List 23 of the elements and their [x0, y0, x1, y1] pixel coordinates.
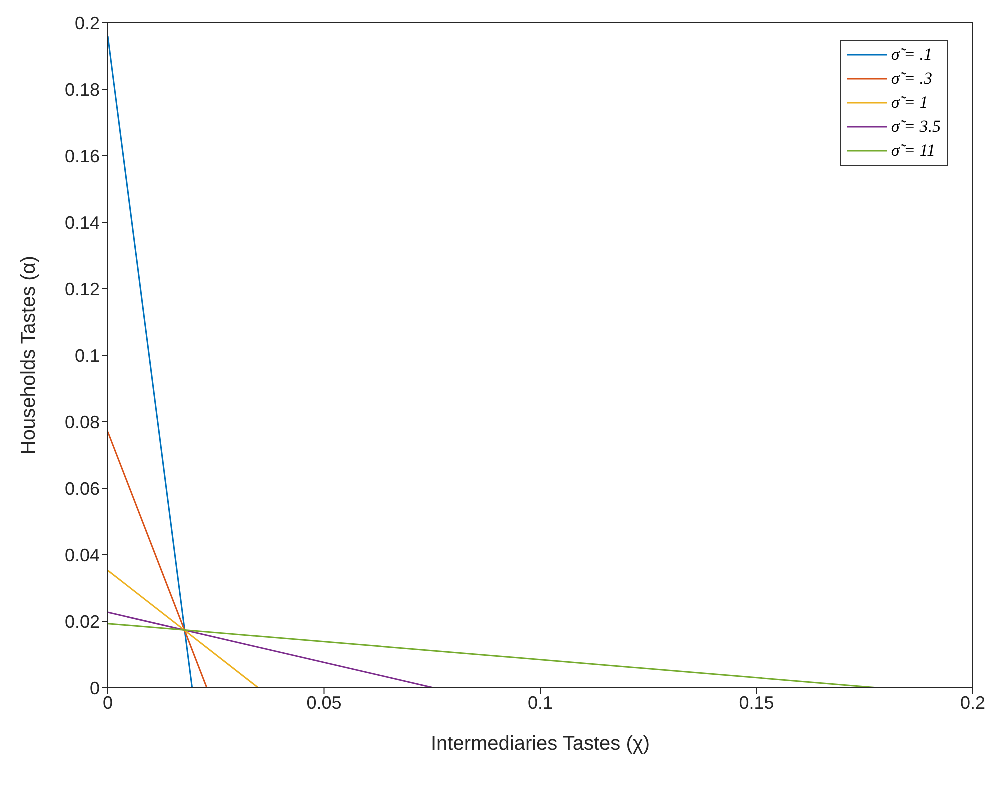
x-tick-label: 0.05	[306, 692, 342, 713]
x-tick-label: 0.2	[960, 692, 986, 713]
y-tick-label: 0.06	[64, 478, 100, 499]
legend-label: σ̃ = 1	[891, 93, 928, 113]
y-tick-label: 0.18	[64, 80, 100, 100]
y-tick-label: 0	[90, 678, 100, 698]
x-tick-label: 0	[102, 692, 114, 713]
legend-label: σ̃ = .3	[891, 69, 932, 89]
x-tick-label: 0.15	[739, 692, 774, 713]
y-tick-label: 0.12	[64, 279, 100, 300]
y-tick-label: 0.2	[74, 13, 100, 34]
y-tick-label: 0.16	[64, 146, 100, 166]
y-tick-label: 0.14	[64, 212, 100, 233]
legend-label: σ̃ = 3.5	[891, 117, 941, 137]
y-axis-title: Households Tastes (α)	[18, 256, 40, 456]
y-tick-label: 0.1	[74, 346, 100, 366]
x-axis-title: Intermediaries Tastes (χ)	[430, 733, 650, 755]
legend-label: σ̃ = 11	[891, 141, 936, 161]
y-tick-label: 0.04	[64, 545, 100, 566]
y-tick-label: 0.08	[64, 412, 100, 432]
y-tick-label: 0.02	[64, 612, 100, 632]
x-tick-label: 0.1	[528, 692, 554, 713]
legend-label: σ̃ = .1	[891, 45, 932, 65]
